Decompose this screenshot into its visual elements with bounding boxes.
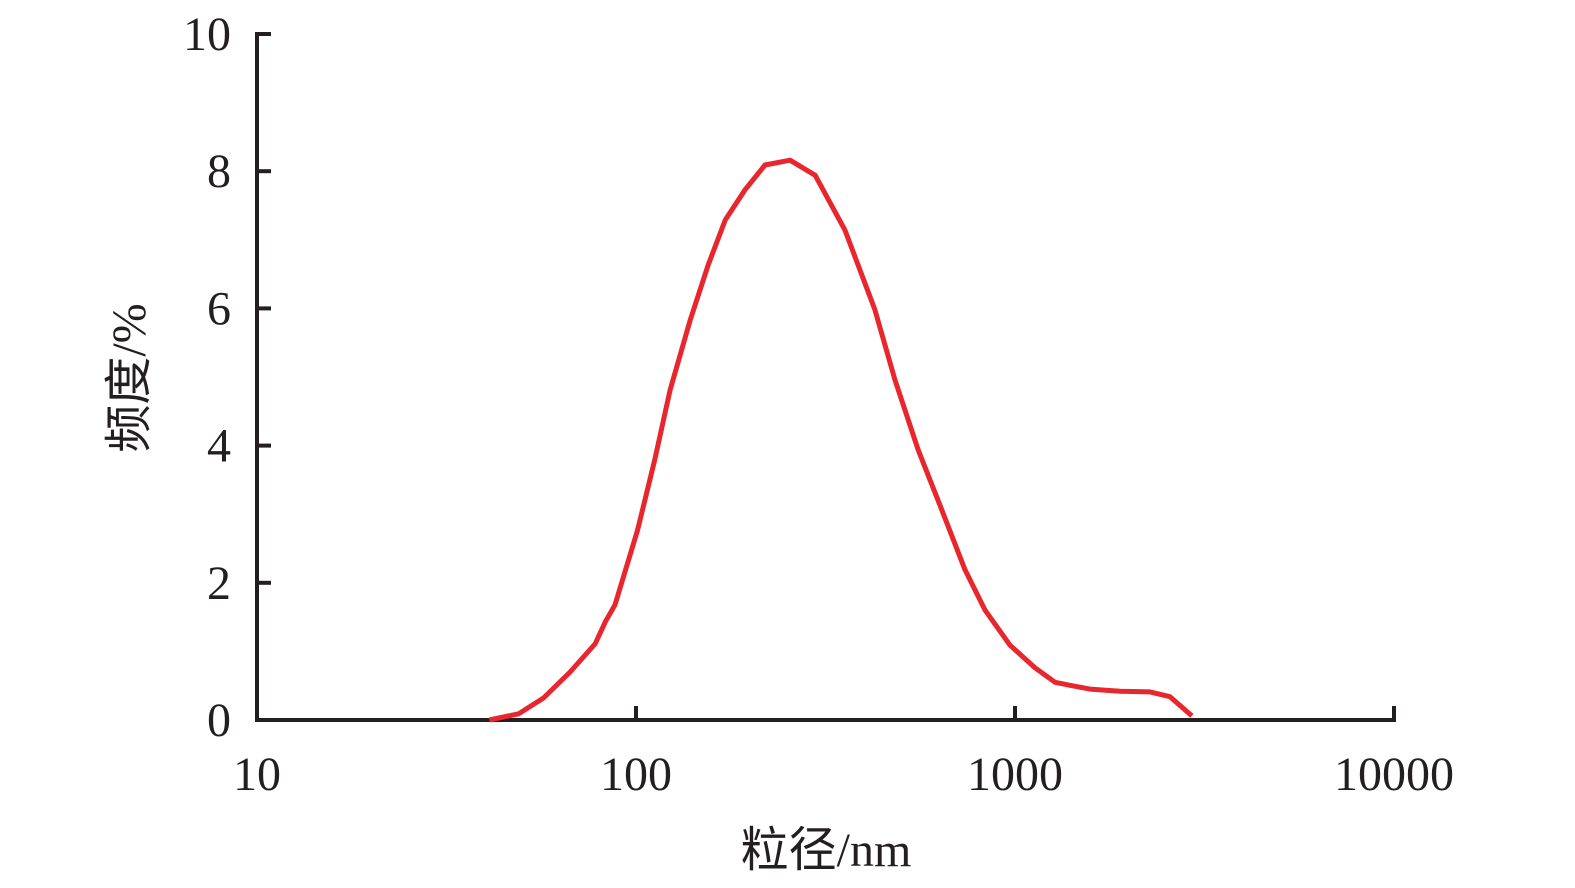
x-tick-label: 100 [600, 748, 672, 801]
y-tick-label: 4 [207, 420, 231, 473]
y-tick-label: 2 [207, 557, 231, 610]
x-tick-label: 1000 [967, 748, 1063, 801]
y-tick-label: 10 [183, 8, 231, 61]
data-line [488, 157, 1194, 723]
x-axis-label: 粒径/nm [741, 824, 912, 877]
y-axis-label: 频度/% [103, 303, 156, 452]
y-tick-label: 0 [207, 694, 231, 747]
x-tick-label: 10 [233, 748, 281, 801]
y-tick-label: 6 [207, 282, 231, 335]
y-tick-label: 8 [207, 145, 231, 198]
x-tick-label: 10000 [1334, 748, 1454, 801]
